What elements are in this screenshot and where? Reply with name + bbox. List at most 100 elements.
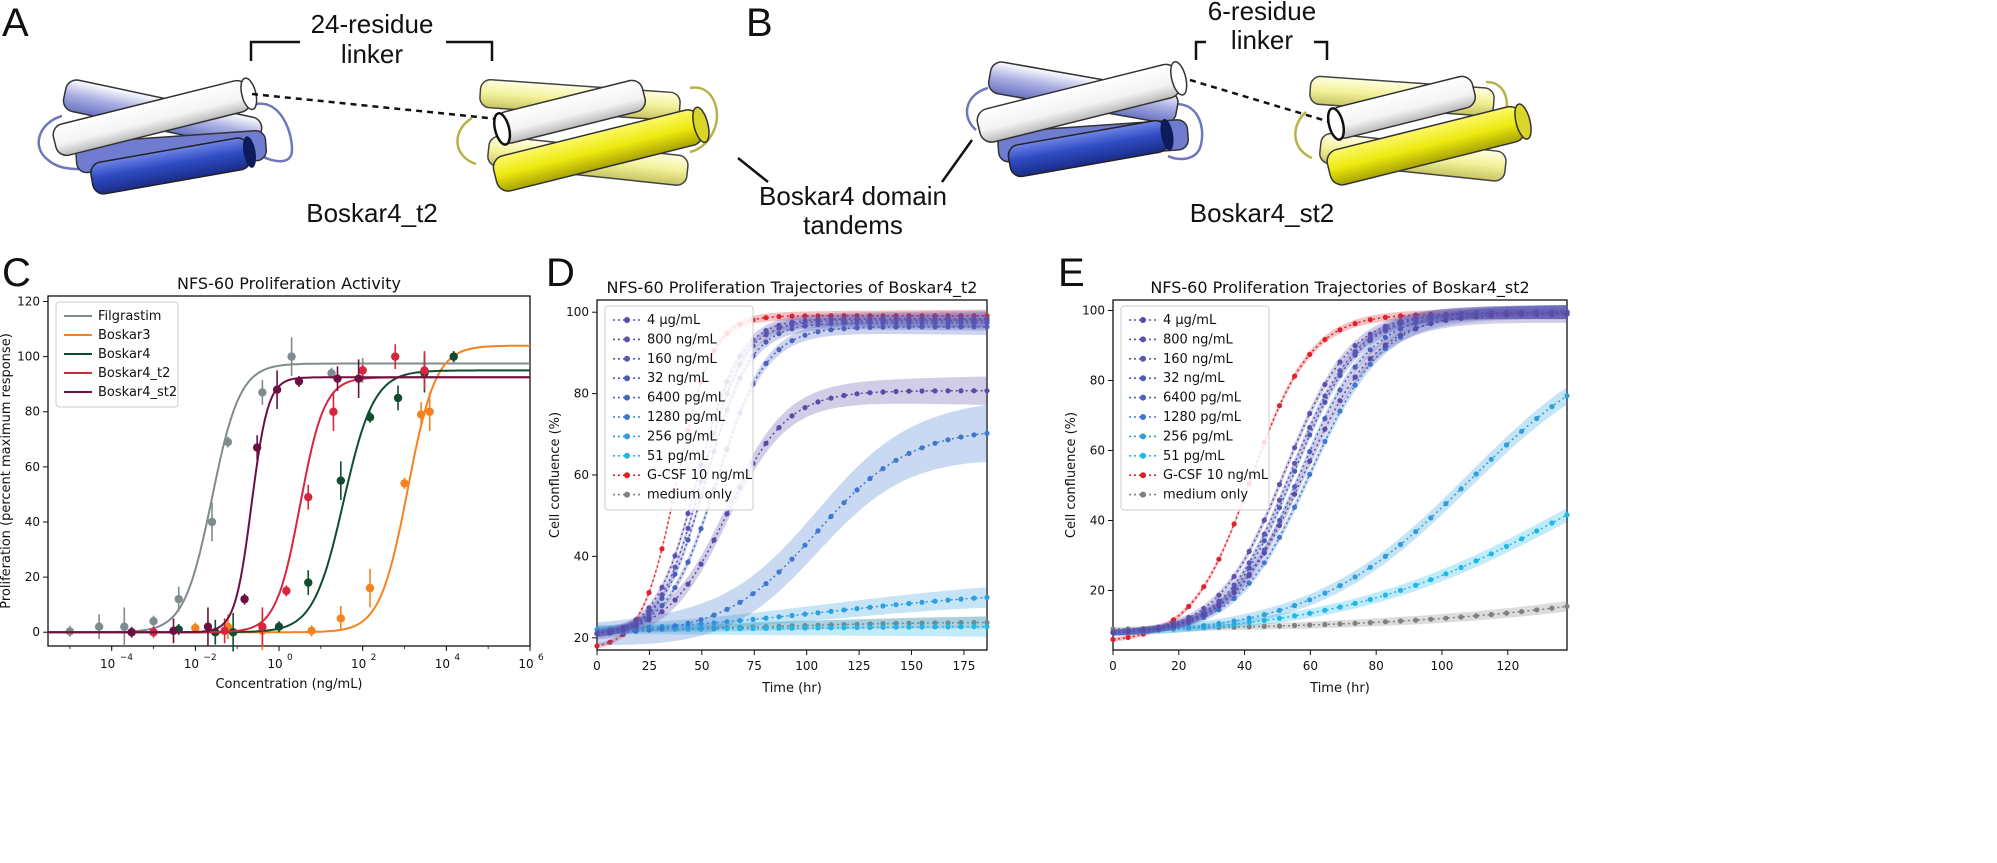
trajectory-point	[672, 571, 678, 577]
trajectory-point	[1246, 560, 1252, 566]
trajectory-point	[1413, 529, 1419, 535]
chart-title: NFS-60 Proliferation Activity	[177, 274, 401, 293]
trajectory-point	[932, 624, 938, 630]
trajectory-point	[1382, 334, 1388, 341]
trajectory-point	[1231, 595, 1237, 602]
trajectory-point	[776, 614, 782, 620]
trajectory-point	[815, 399, 821, 405]
trajectory-point	[1322, 590, 1328, 596]
trajectory-point	[1337, 621, 1343, 627]
trajectory-point	[945, 624, 951, 630]
legend-marker	[1140, 355, 1146, 362]
trajectory-point	[1125, 634, 1131, 641]
trajectory-point	[646, 617, 652, 623]
trajectory-point	[737, 599, 743, 605]
center-label: Boskar4 domain tandems	[737, 139, 974, 240]
trajectory-point	[802, 611, 808, 617]
trajectory-point	[685, 525, 691, 532]
trajectory-point	[646, 609, 652, 615]
trajectory-point	[776, 625, 782, 631]
trajectory-point	[711, 612, 717, 618]
trajectory-point	[1519, 312, 1525, 318]
trajectory-point	[672, 564, 678, 570]
legend-entry: 6400 pg/mL	[1163, 391, 1242, 406]
trajectory-point	[1428, 616, 1434, 622]
x-tick-label: 0	[1109, 659, 1117, 673]
trajectory-point	[698, 621, 704, 627]
trajectory-point	[945, 324, 951, 330]
trajectory-point	[971, 624, 977, 630]
trajectory-point	[1216, 598, 1222, 604]
trajectory-point	[1367, 361, 1373, 367]
trajectory-point	[867, 324, 873, 330]
trajectory-point	[815, 528, 821, 534]
trajectory-point	[1322, 381, 1328, 388]
legend-marker	[1140, 317, 1146, 323]
trajectory-point	[1337, 359, 1343, 365]
legend-marker	[624, 375, 630, 382]
trajectory-point	[854, 316, 860, 322]
data-point	[358, 366, 367, 375]
trajectory-point	[607, 629, 613, 635]
trajectory-point	[711, 537, 717, 543]
chart-d: NFS-60 Proliferation Trajectories of Bos…	[548, 278, 990, 696]
x-tick-label: 40	[1237, 659, 1252, 673]
trajectory-point	[1458, 311, 1464, 317]
panel-a: A 24-residue linker Boskar4_t2	[2, 1, 719, 228]
trajectory-point	[1186, 603, 1192, 610]
y-tick-label: 40	[25, 515, 40, 529]
trajectory-point	[1322, 607, 1328, 613]
trajectory-point	[698, 626, 704, 632]
trajectory-point	[880, 316, 886, 322]
trajectory-point	[1246, 565, 1252, 571]
x-tick-label: 25	[642, 659, 657, 673]
y-tick-label: 20	[25, 570, 40, 584]
linker-dash-b	[1189, 78, 1331, 124]
trajectory-point	[1231, 582, 1237, 588]
trajectory-point	[672, 553, 678, 559]
trajectory-point	[1428, 577, 1434, 583]
legend-marker	[1140, 414, 1146, 420]
legend-box	[55, 301, 179, 408]
chart-c: NFS-60 Proliferation Activity Concentrati…	[0, 274, 544, 692]
trajectory-point	[971, 316, 977, 322]
data-point	[336, 614, 346, 623]
trajectory-point	[1292, 460, 1298, 466]
trajectory-point	[1397, 318, 1404, 324]
legend-marker	[624, 414, 630, 420]
trajectory-point	[763, 339, 769, 345]
trajectory-point	[1337, 604, 1343, 610]
chart-title: NFS-60 Proliferation Trajectories of Bos…	[607, 278, 978, 298]
legend-entry: Boskar4	[98, 347, 151, 362]
trajectory-point	[594, 631, 600, 637]
trajectory-point	[633, 628, 639, 635]
trajectory-point	[958, 324, 964, 330]
trajectory-point	[1307, 424, 1313, 431]
x-tick-label: 10	[267, 657, 282, 671]
trajectory-point	[1261, 560, 1267, 566]
trajectory-point	[1564, 603, 1570, 609]
trajectory-point	[828, 625, 834, 631]
x-tick-exponent: −4	[120, 653, 134, 663]
legend-entry: G-CSF 10 ng/mL	[1163, 468, 1269, 483]
trajectory-point	[763, 615, 769, 621]
legend-entry: 800 ng/mL	[1163, 332, 1233, 347]
trajectory-point	[1322, 393, 1328, 399]
trajectory-point	[984, 324, 990, 330]
trajectory-point	[1231, 590, 1237, 596]
trajectory-point	[841, 500, 847, 506]
data-point	[174, 594, 183, 604]
legend-box	[604, 305, 754, 511]
trajectory-point	[1458, 486, 1464, 492]
trajectory-point	[1337, 387, 1343, 393]
trajectory-point	[815, 625, 821, 631]
y-tick-label: 60	[1090, 444, 1105, 458]
trajectory-point	[1276, 534, 1283, 540]
trajectory-point	[1367, 317, 1373, 323]
trajectory-point	[1322, 399, 1328, 405]
trajectory-point	[854, 487, 860, 493]
trajectory-point	[1292, 602, 1298, 609]
data-point	[354, 374, 363, 383]
trajectory-point	[1458, 614, 1464, 620]
legend-entry: 32 ng/mL	[1163, 371, 1225, 386]
